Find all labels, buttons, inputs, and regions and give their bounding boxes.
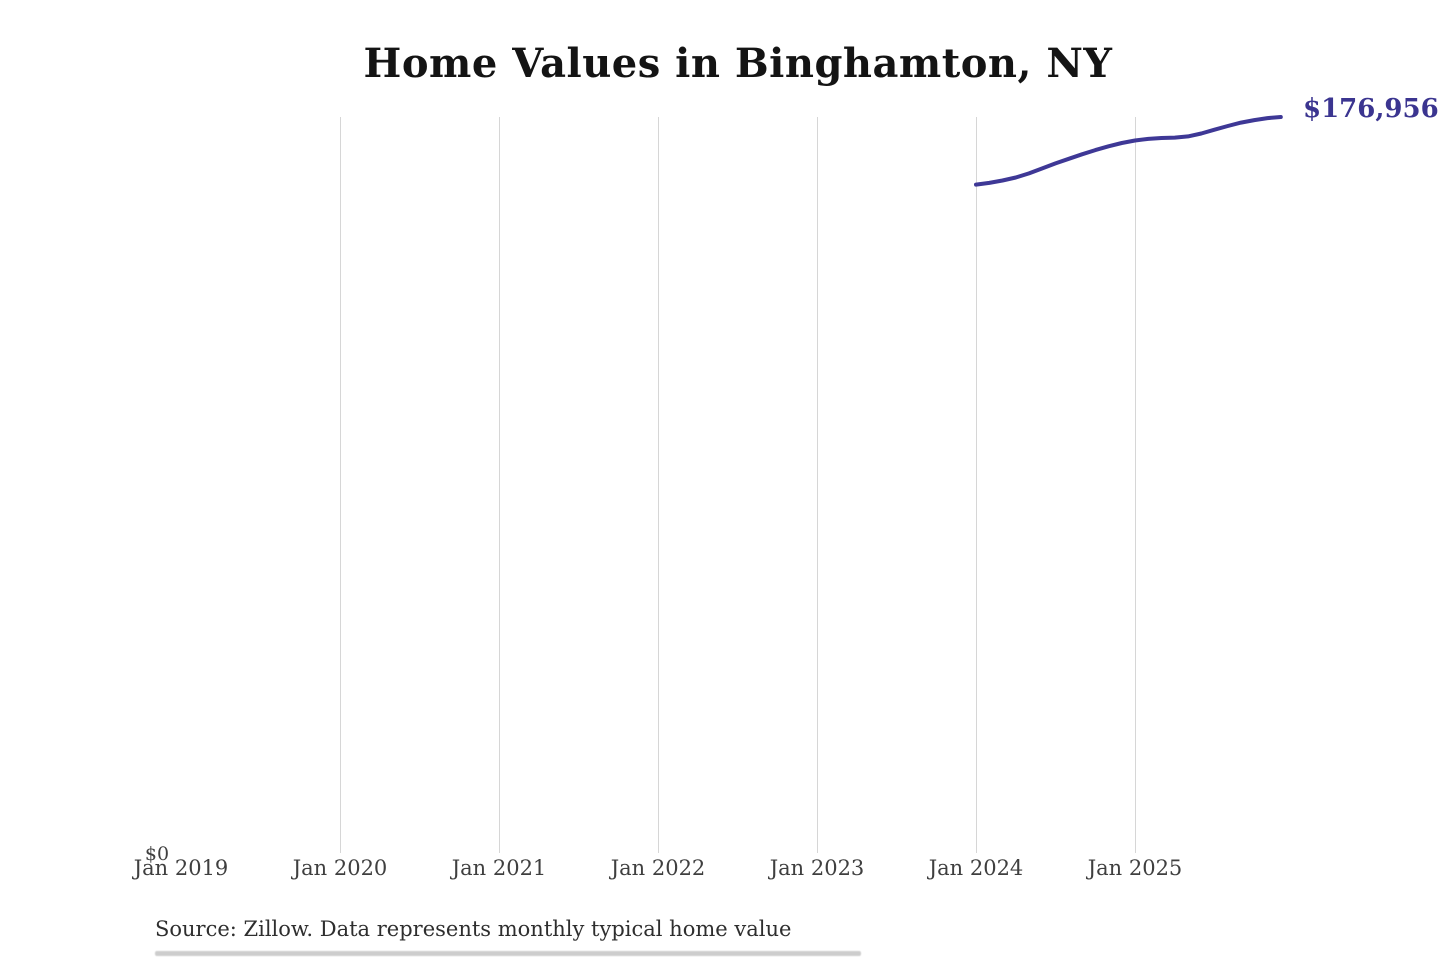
value-line-series bbox=[974, 115, 1283, 187]
gridline-jan-2025 bbox=[1135, 117, 1136, 853]
x-tick-label: Jan 2022 bbox=[610, 856, 706, 880]
x-tick-label: Jan 2019 bbox=[133, 856, 229, 880]
x-tick-label: Jan 2025 bbox=[1087, 856, 1183, 880]
gridline-jan-2023 bbox=[817, 117, 818, 853]
chart-title: Home Values in Binghamton, NY bbox=[363, 40, 1113, 87]
gridline-jan-2022 bbox=[658, 117, 659, 853]
source-note: Source: Zillow. Data represents monthly … bbox=[155, 917, 792, 941]
x-tick-label: Jan 2023 bbox=[769, 856, 865, 880]
gridline-jan-2024 bbox=[976, 117, 977, 853]
cropped-footer-text-artifact bbox=[155, 951, 861, 956]
gridline-jan-2021 bbox=[499, 117, 500, 853]
end-value-label: $176,956 bbox=[1303, 94, 1439, 124]
gridline-jan-2020 bbox=[340, 117, 341, 853]
x-tick-label: Jan 2024 bbox=[928, 856, 1024, 880]
x-tick-label: Jan 2021 bbox=[451, 856, 547, 880]
x-tick-label: Jan 2020 bbox=[292, 856, 388, 880]
y-axis-zero-label: $0 bbox=[144, 843, 170, 865]
